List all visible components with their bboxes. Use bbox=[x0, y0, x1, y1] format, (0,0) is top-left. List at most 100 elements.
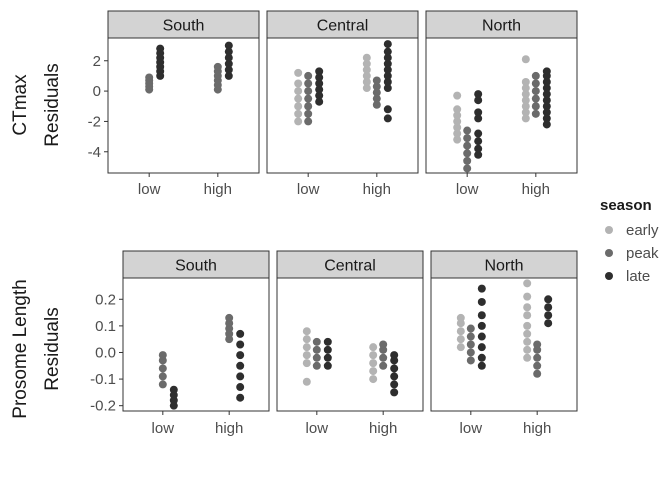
data-point bbox=[302, 351, 311, 360]
legend-entry-early: early bbox=[605, 222, 659, 239]
data-point bbox=[542, 96, 551, 105]
data-point bbox=[213, 62, 222, 71]
panel-central: Central low high bbox=[266, 10, 419, 198]
data-point bbox=[474, 96, 483, 105]
y-tick-label: 0 bbox=[93, 83, 101, 100]
data-point bbox=[312, 345, 321, 354]
x-tick-label: low bbox=[306, 420, 329, 437]
facet-label: Central bbox=[324, 258, 376, 275]
data-point bbox=[521, 77, 530, 86]
data-point bbox=[466, 348, 475, 357]
data-point bbox=[390, 380, 399, 389]
y-tick-label: -0.2 bbox=[90, 398, 116, 415]
data-point bbox=[474, 108, 483, 117]
facet-label: Central bbox=[317, 18, 369, 35]
data-point bbox=[315, 91, 324, 100]
data-point bbox=[477, 353, 486, 362]
data-point bbox=[294, 79, 303, 88]
data-point bbox=[531, 87, 540, 96]
data-point bbox=[533, 340, 542, 349]
data-point bbox=[372, 82, 381, 91]
data-point bbox=[304, 94, 313, 103]
data-point bbox=[362, 84, 371, 93]
data-point bbox=[531, 94, 540, 103]
data-point bbox=[369, 343, 378, 352]
data-point bbox=[523, 292, 532, 301]
data-point bbox=[302, 377, 311, 386]
data-point bbox=[544, 311, 553, 320]
data-point bbox=[383, 114, 392, 123]
data-point bbox=[312, 361, 321, 370]
data-point bbox=[531, 71, 540, 80]
data-point bbox=[362, 65, 371, 74]
data-point bbox=[372, 88, 381, 97]
x-tick-label: high bbox=[363, 181, 391, 198]
x-tick-label: high bbox=[369, 420, 397, 437]
y-tick-label: 0.1 bbox=[95, 318, 116, 335]
y-axis-title-line: Prosome Length bbox=[10, 279, 31, 418]
data-point bbox=[477, 332, 486, 341]
panel-border bbox=[107, 37, 260, 174]
facet-strip bbox=[266, 10, 419, 39]
data-point bbox=[463, 141, 472, 150]
facet-label: North bbox=[482, 18, 521, 35]
ctmax-residuals-chart: CTmax Residuals -4 -2 0 2 South low high Central l… bbox=[10, 10, 578, 198]
y-axis-title-line: Residuals bbox=[42, 63, 63, 146]
data-point bbox=[544, 303, 553, 312]
facet-label: South bbox=[163, 18, 205, 35]
data-point bbox=[453, 117, 462, 126]
data-point bbox=[294, 117, 303, 126]
data-point bbox=[523, 329, 532, 338]
data-point bbox=[477, 343, 486, 352]
data-point bbox=[456, 343, 465, 352]
data-point bbox=[224, 65, 233, 74]
x-tick-label: low bbox=[456, 181, 479, 198]
data-point bbox=[383, 77, 392, 86]
data-point bbox=[453, 129, 462, 138]
data-point bbox=[477, 321, 486, 330]
data-point bbox=[224, 41, 233, 50]
data-point bbox=[315, 97, 324, 106]
panel-south: South low high bbox=[122, 250, 270, 437]
data-point bbox=[224, 59, 233, 68]
data-point bbox=[474, 137, 483, 146]
data-point bbox=[466, 324, 475, 333]
data-point bbox=[474, 90, 483, 99]
data-point bbox=[304, 87, 313, 96]
data-point bbox=[383, 71, 392, 80]
data-point bbox=[453, 111, 462, 120]
data-point bbox=[362, 71, 371, 80]
data-point bbox=[453, 135, 462, 144]
data-point bbox=[456, 327, 465, 336]
data-point bbox=[158, 380, 167, 389]
data-point bbox=[474, 114, 483, 123]
data-point bbox=[158, 372, 167, 381]
data-point bbox=[531, 102, 540, 111]
prosome-length-residuals-chart: Prosome Length Residuals -0.2 -0.1 0.0 0.1 0.2… bbox=[10, 250, 578, 437]
data-point bbox=[533, 369, 542, 378]
data-point bbox=[315, 85, 324, 94]
y-tick-label: 0.2 bbox=[95, 291, 116, 308]
data-point bbox=[236, 340, 245, 349]
x-tick-label: low bbox=[152, 420, 175, 437]
data-point bbox=[304, 109, 313, 118]
data-point bbox=[466, 340, 475, 349]
data-point bbox=[542, 84, 551, 93]
legend-label-late: late bbox=[626, 268, 650, 285]
data-point bbox=[304, 79, 313, 88]
data-point bbox=[521, 90, 530, 99]
data-point bbox=[302, 327, 311, 336]
data-point bbox=[236, 351, 245, 360]
y-tick-label: -2 bbox=[88, 113, 101, 130]
legend-key-late bbox=[605, 272, 613, 280]
legend-title: season bbox=[600, 197, 652, 214]
data-point bbox=[466, 332, 475, 341]
facet-label: South bbox=[175, 258, 217, 275]
legend-label-early: early bbox=[626, 222, 659, 239]
panel-border bbox=[122, 277, 270, 412]
data-point bbox=[323, 345, 332, 354]
panel-border bbox=[430, 277, 578, 412]
data-point bbox=[158, 364, 167, 373]
facet-strip bbox=[122, 250, 270, 279]
